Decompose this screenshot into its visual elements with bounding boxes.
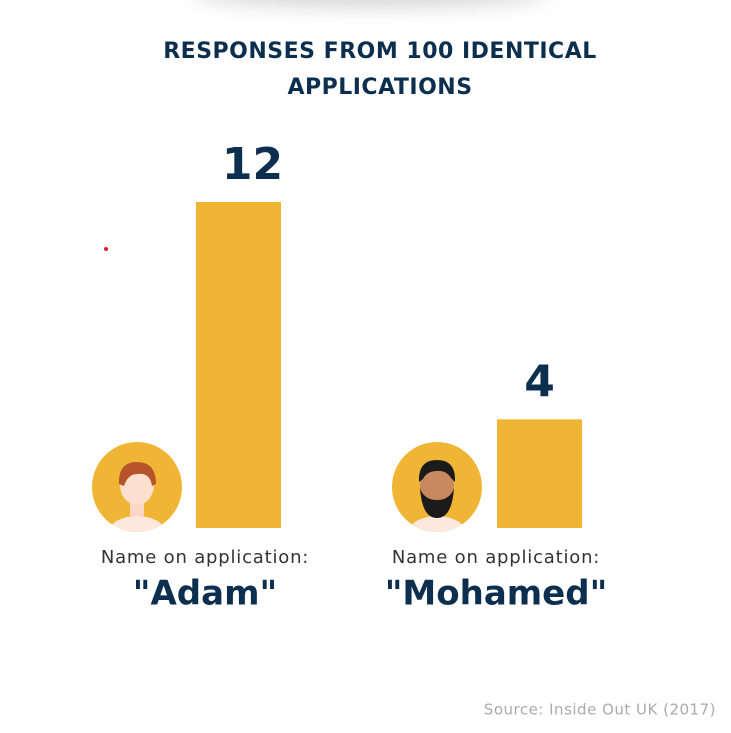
value-label: 12 — [222, 139, 283, 190]
avatar-mohamed — [392, 442, 482, 532]
category-label: "Adam" — [133, 574, 277, 614]
value-label: 4 — [524, 356, 555, 407]
bar — [497, 419, 582, 528]
dot — [104, 247, 108, 251]
bar — [196, 202, 281, 528]
category-prefix: Name on application: — [101, 547, 309, 568]
source: Source: Inside Out UK (2017) — [484, 701, 716, 719]
chart-title: RESPONSES FROM 100 IDENTICAL APPLICATION… — [163, 39, 597, 100]
avatar-adam — [92, 442, 182, 532]
category-prefix: Name on application: — [392, 547, 600, 568]
category-label: "Mohamed" — [385, 574, 608, 614]
